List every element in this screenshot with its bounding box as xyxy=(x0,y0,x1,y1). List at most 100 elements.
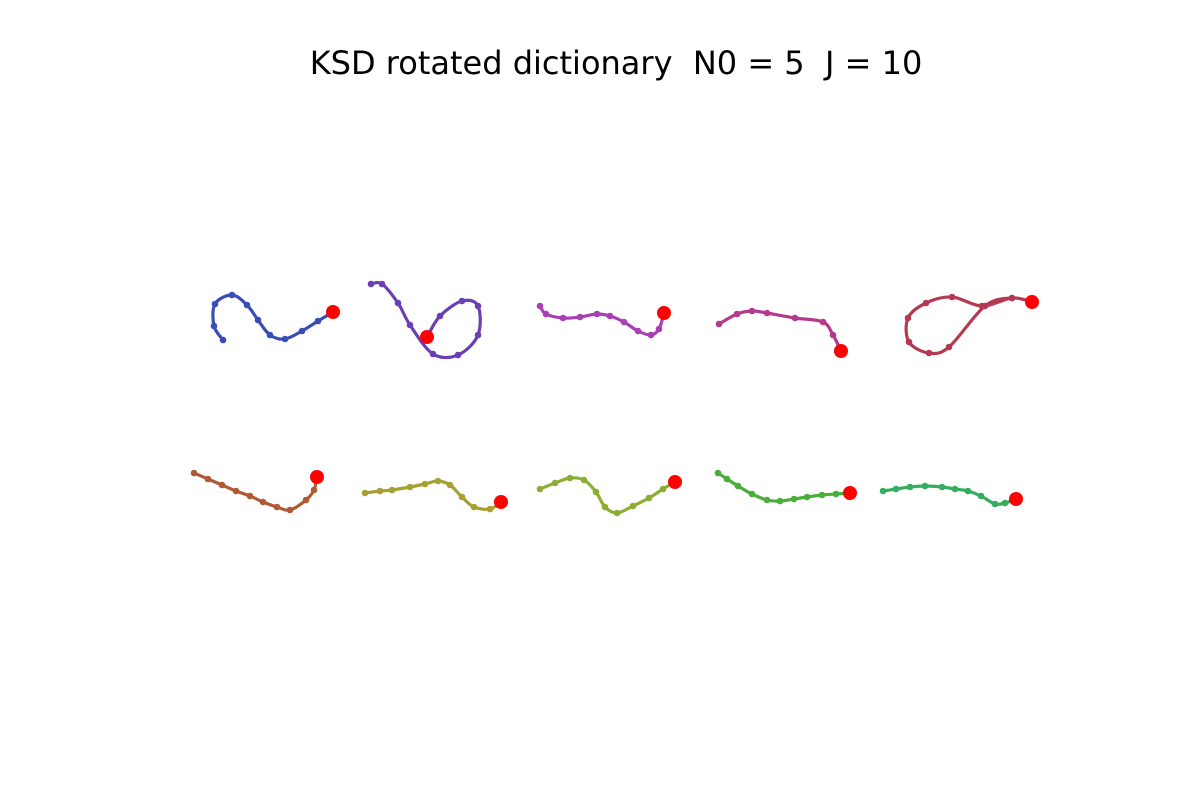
control-point xyxy=(733,310,741,318)
control-point xyxy=(232,487,240,495)
control-point xyxy=(904,314,912,322)
control-point xyxy=(819,318,827,326)
control-point xyxy=(204,475,212,483)
control-point xyxy=(458,297,466,305)
endpoint-marker xyxy=(843,486,857,500)
control-point xyxy=(1001,499,1009,507)
control-point xyxy=(613,509,621,517)
control-point xyxy=(655,325,663,333)
atom-10 xyxy=(879,482,1023,508)
atom-8 xyxy=(536,474,682,517)
atom-2 xyxy=(367,280,482,360)
control-point xyxy=(286,506,294,514)
control-point xyxy=(551,479,559,487)
atom-3 xyxy=(536,302,671,339)
control-point xyxy=(925,349,933,357)
control-point xyxy=(748,307,756,315)
control-point xyxy=(921,482,929,490)
control-point xyxy=(314,317,322,325)
atom-9 xyxy=(714,469,857,505)
atom-curve xyxy=(369,280,482,360)
control-point xyxy=(190,469,198,477)
control-point xyxy=(832,490,840,498)
control-point xyxy=(246,492,254,500)
control-point xyxy=(580,476,588,484)
control-point xyxy=(748,490,756,498)
control-point xyxy=(406,483,414,491)
endpoint-marker xyxy=(1025,295,1039,309)
control-point xyxy=(254,316,262,324)
endpoint-marker xyxy=(310,470,324,484)
control-point xyxy=(714,469,722,477)
control-point xyxy=(629,502,637,510)
control-point xyxy=(906,483,914,491)
control-point xyxy=(367,280,375,288)
control-point xyxy=(243,301,251,309)
control-point xyxy=(715,320,723,328)
control-point xyxy=(964,487,972,495)
control-point xyxy=(905,338,913,346)
control-point xyxy=(593,310,601,318)
control-point xyxy=(879,487,887,495)
control-point xyxy=(723,475,731,483)
control-point xyxy=(566,474,574,482)
control-point xyxy=(576,313,584,321)
control-point xyxy=(1008,294,1016,302)
control-point xyxy=(388,486,396,494)
control-point xyxy=(606,312,614,320)
control-point xyxy=(803,493,811,501)
endpoint-marker xyxy=(420,330,434,344)
control-point xyxy=(776,497,784,505)
atom-5 xyxy=(904,293,1039,357)
control-point xyxy=(281,335,289,343)
control-point xyxy=(991,500,999,508)
control-point xyxy=(486,505,494,513)
atom-7 xyxy=(361,477,508,513)
control-point xyxy=(892,485,900,493)
control-point xyxy=(302,496,310,504)
endpoint-marker xyxy=(494,495,508,509)
atom-4 xyxy=(715,307,848,358)
atom-curve xyxy=(211,293,335,342)
control-point xyxy=(218,481,226,489)
endpoint-marker xyxy=(657,306,671,320)
control-point xyxy=(454,351,462,359)
control-point xyxy=(378,280,386,288)
control-point xyxy=(474,302,482,310)
control-point xyxy=(763,496,771,504)
control-point xyxy=(421,480,429,488)
control-point xyxy=(592,488,600,496)
atom-curve xyxy=(538,304,666,337)
control-point xyxy=(228,291,236,299)
control-point xyxy=(310,486,318,494)
control-point xyxy=(361,489,369,497)
control-point xyxy=(829,331,837,339)
control-point xyxy=(938,483,946,491)
control-point xyxy=(790,495,798,503)
control-point xyxy=(394,299,402,307)
control-point xyxy=(210,322,218,330)
control-point xyxy=(734,482,742,490)
endpoint-marker xyxy=(1009,492,1023,506)
control-point xyxy=(645,494,653,502)
endpoint-marker xyxy=(834,344,848,358)
control-point xyxy=(647,331,655,339)
control-point xyxy=(948,293,956,301)
control-point xyxy=(458,493,466,501)
atom-6 xyxy=(190,469,324,514)
control-point xyxy=(542,310,550,318)
control-point xyxy=(436,312,444,320)
control-point xyxy=(981,302,989,310)
control-point xyxy=(791,314,799,322)
atom-curve xyxy=(192,471,319,512)
control-point xyxy=(922,299,930,307)
control-point xyxy=(634,327,642,335)
control-point xyxy=(620,318,628,326)
control-point xyxy=(298,327,306,335)
control-point xyxy=(376,487,384,495)
control-point xyxy=(470,503,478,511)
control-point xyxy=(951,485,959,493)
control-point xyxy=(219,336,227,344)
control-point xyxy=(211,300,219,308)
